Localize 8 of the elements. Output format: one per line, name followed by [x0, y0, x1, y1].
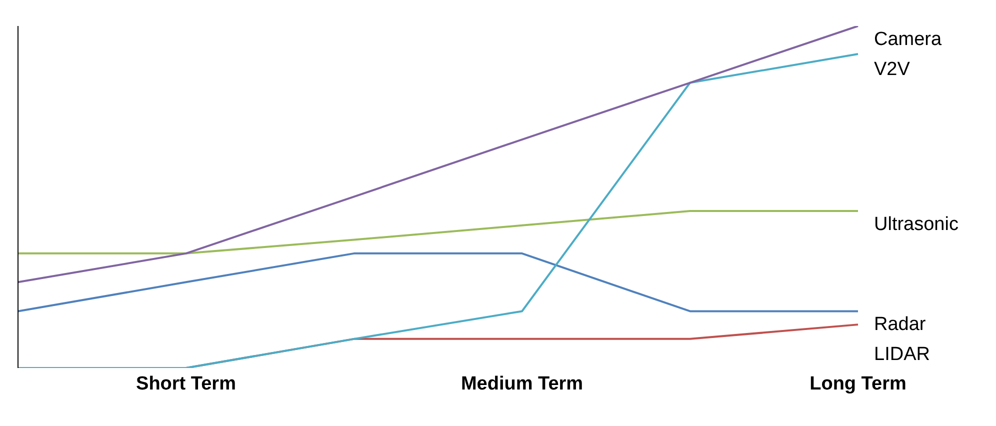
series-label: Ultrasonic [874, 214, 958, 236]
series-label: V2V [874, 59, 910, 80]
series-label: Camera [874, 29, 942, 50]
x-tick-label: Long Term [810, 373, 906, 394]
series-label: LIDAR [874, 344, 930, 366]
x-tick-label: Medium Term [460, 373, 584, 394]
series-label: Radar [874, 314, 926, 336]
x-tick-label: Short Term [136, 373, 236, 394]
